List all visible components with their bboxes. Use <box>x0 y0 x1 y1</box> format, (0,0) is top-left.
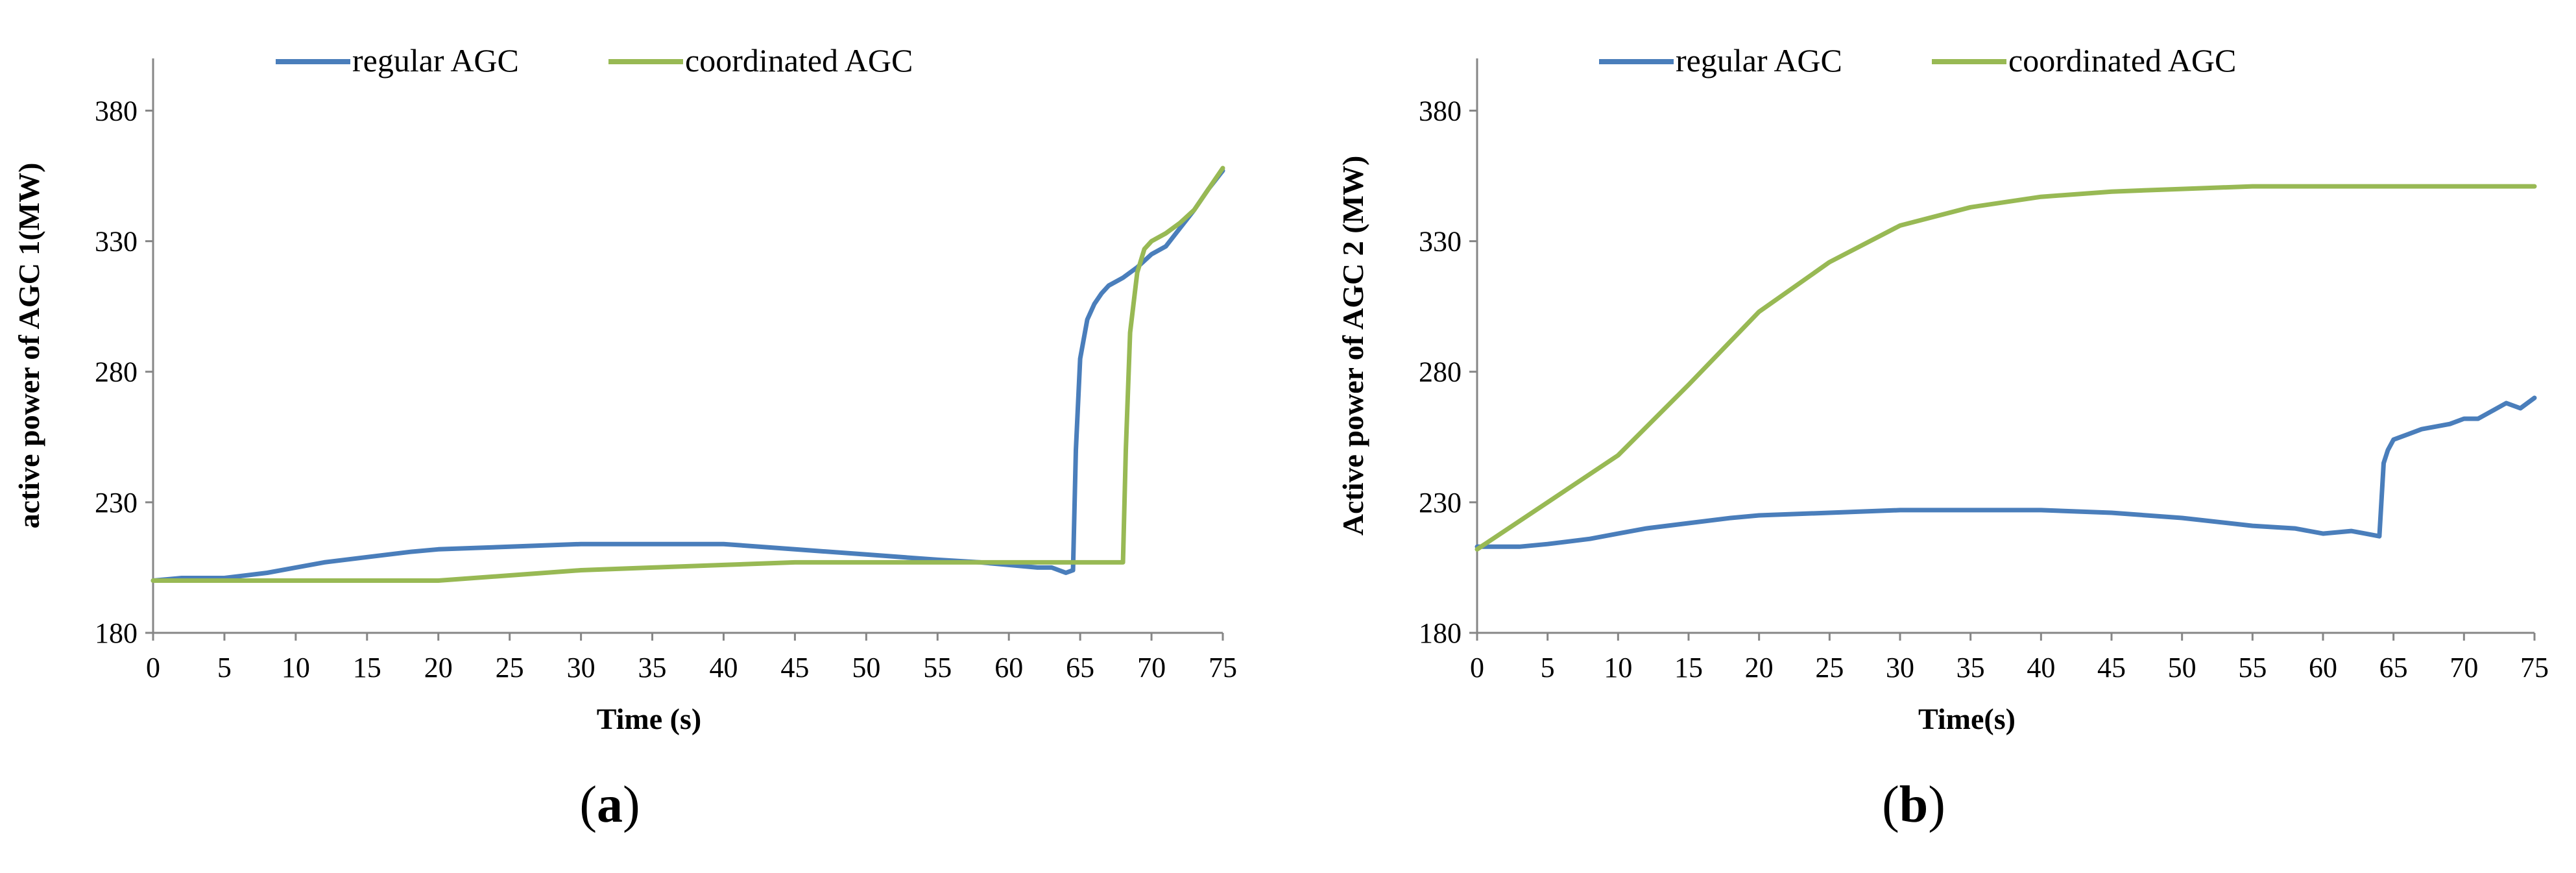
series-line-regular-agc <box>1475 395 2537 549</box>
chart-a-plot: 180 230 280 330 380 0 5 10 15 20 25 30 35 40 45 50 55 60 6… <box>12 42 1237 735</box>
x-tick-label: 55 <box>2238 652 2267 683</box>
x-tick-label: 75 <box>2520 652 2549 683</box>
legend-entry: regular AGC <box>352 42 519 79</box>
chart-panel-b: 180 230 280 330 380 0 5 10 15 20 25 30 35 40 45 50 55 60 6… <box>1288 0 2575 873</box>
y-axis-title: Active power of AGC 2 (MW) <box>1336 156 1369 536</box>
x-tick-label: 50 <box>2168 652 2197 683</box>
x-tick-label: 30 <box>1886 652 1914 683</box>
x-tick-label: 30 <box>567 652 596 683</box>
x-tick-label: 35 <box>1956 652 1985 683</box>
y-tick-label: 180 <box>1419 617 1462 649</box>
x-tick-label: 70 <box>1137 652 1166 683</box>
y-tick-label: 280 <box>1419 356 1462 388</box>
x-tick-label: 0 <box>1470 652 1484 683</box>
x-tick-label: 55 <box>923 652 952 683</box>
y-axis-title: active power of AGC 1(MW) <box>12 163 45 529</box>
panel-b-label: (b) <box>1882 776 1945 833</box>
x-tick-label: 40 <box>709 652 738 683</box>
x-tick-label: 10 <box>1604 652 1632 683</box>
x-tick-label: 25 <box>1815 652 1844 683</box>
y-tick-label: 180 <box>95 617 138 649</box>
legend: regular AGC coordinated AGC <box>1599 42 2236 79</box>
series-line-coordinated-agc <box>150 166 1225 583</box>
y-tick-label: 280 <box>95 356 138 388</box>
chart-b-plot: 180 230 280 330 380 0 5 10 15 20 25 30 35 40 45 50 55 60 6… <box>1336 42 2549 735</box>
x-tick-label: 60 <box>994 652 1023 683</box>
x-tick-label: 50 <box>852 652 880 683</box>
x-axis-title: Time(s) <box>1918 702 2016 735</box>
legend-entry: coordinated AGC <box>2008 42 2236 79</box>
legend-entry: regular AGC <box>1676 42 1842 79</box>
legend: regular AGC coordinated AGC <box>276 42 913 79</box>
y-tick-label: 230 <box>95 487 138 519</box>
x-tick-label: 45 <box>780 652 809 683</box>
series-line-regular-agc <box>150 168 1225 583</box>
y-tick-label: 330 <box>1419 226 1462 258</box>
y-tick-label: 380 <box>95 95 138 127</box>
x-tick-label: 70 <box>2450 652 2478 683</box>
x-tick-label: 10 <box>282 652 310 683</box>
x-tick-label: 15 <box>353 652 381 683</box>
x-tick-label: 65 <box>2379 652 2408 683</box>
y-tick-label: 230 <box>1419 487 1462 519</box>
x-tick-label: 40 <box>2027 652 2055 683</box>
x-tick-label: 20 <box>1745 652 1774 683</box>
x-tick-label: 25 <box>496 652 524 683</box>
x-tick-label: 65 <box>1066 652 1094 683</box>
x-tick-label: 20 <box>424 652 453 683</box>
x-tick-label: 5 <box>1541 652 1555 683</box>
x-tick-label: 60 <box>2309 652 2337 683</box>
y-tick-label: 380 <box>1419 95 1462 127</box>
chart-panel-a: 180 230 280 330 380 0 5 10 15 20 25 30 35 40 45 50 55 60 6… <box>12 42 1237 833</box>
x-axis-title: Time (s) <box>597 702 701 735</box>
x-tick-label: 0 <box>146 652 160 683</box>
series-line-coordinated-agc <box>1475 184 2537 552</box>
x-tick-label: 75 <box>1209 652 1237 683</box>
x-tick-label: 15 <box>1674 652 1703 683</box>
panel-a-label: (a) <box>579 776 640 833</box>
x-tick-label: 35 <box>638 652 667 683</box>
x-tick-label: 5 <box>217 652 232 683</box>
y-tick-label: 330 <box>95 226 138 258</box>
x-tick-label: 45 <box>2097 652 2126 683</box>
legend-entry: coordinated AGC <box>685 42 913 79</box>
